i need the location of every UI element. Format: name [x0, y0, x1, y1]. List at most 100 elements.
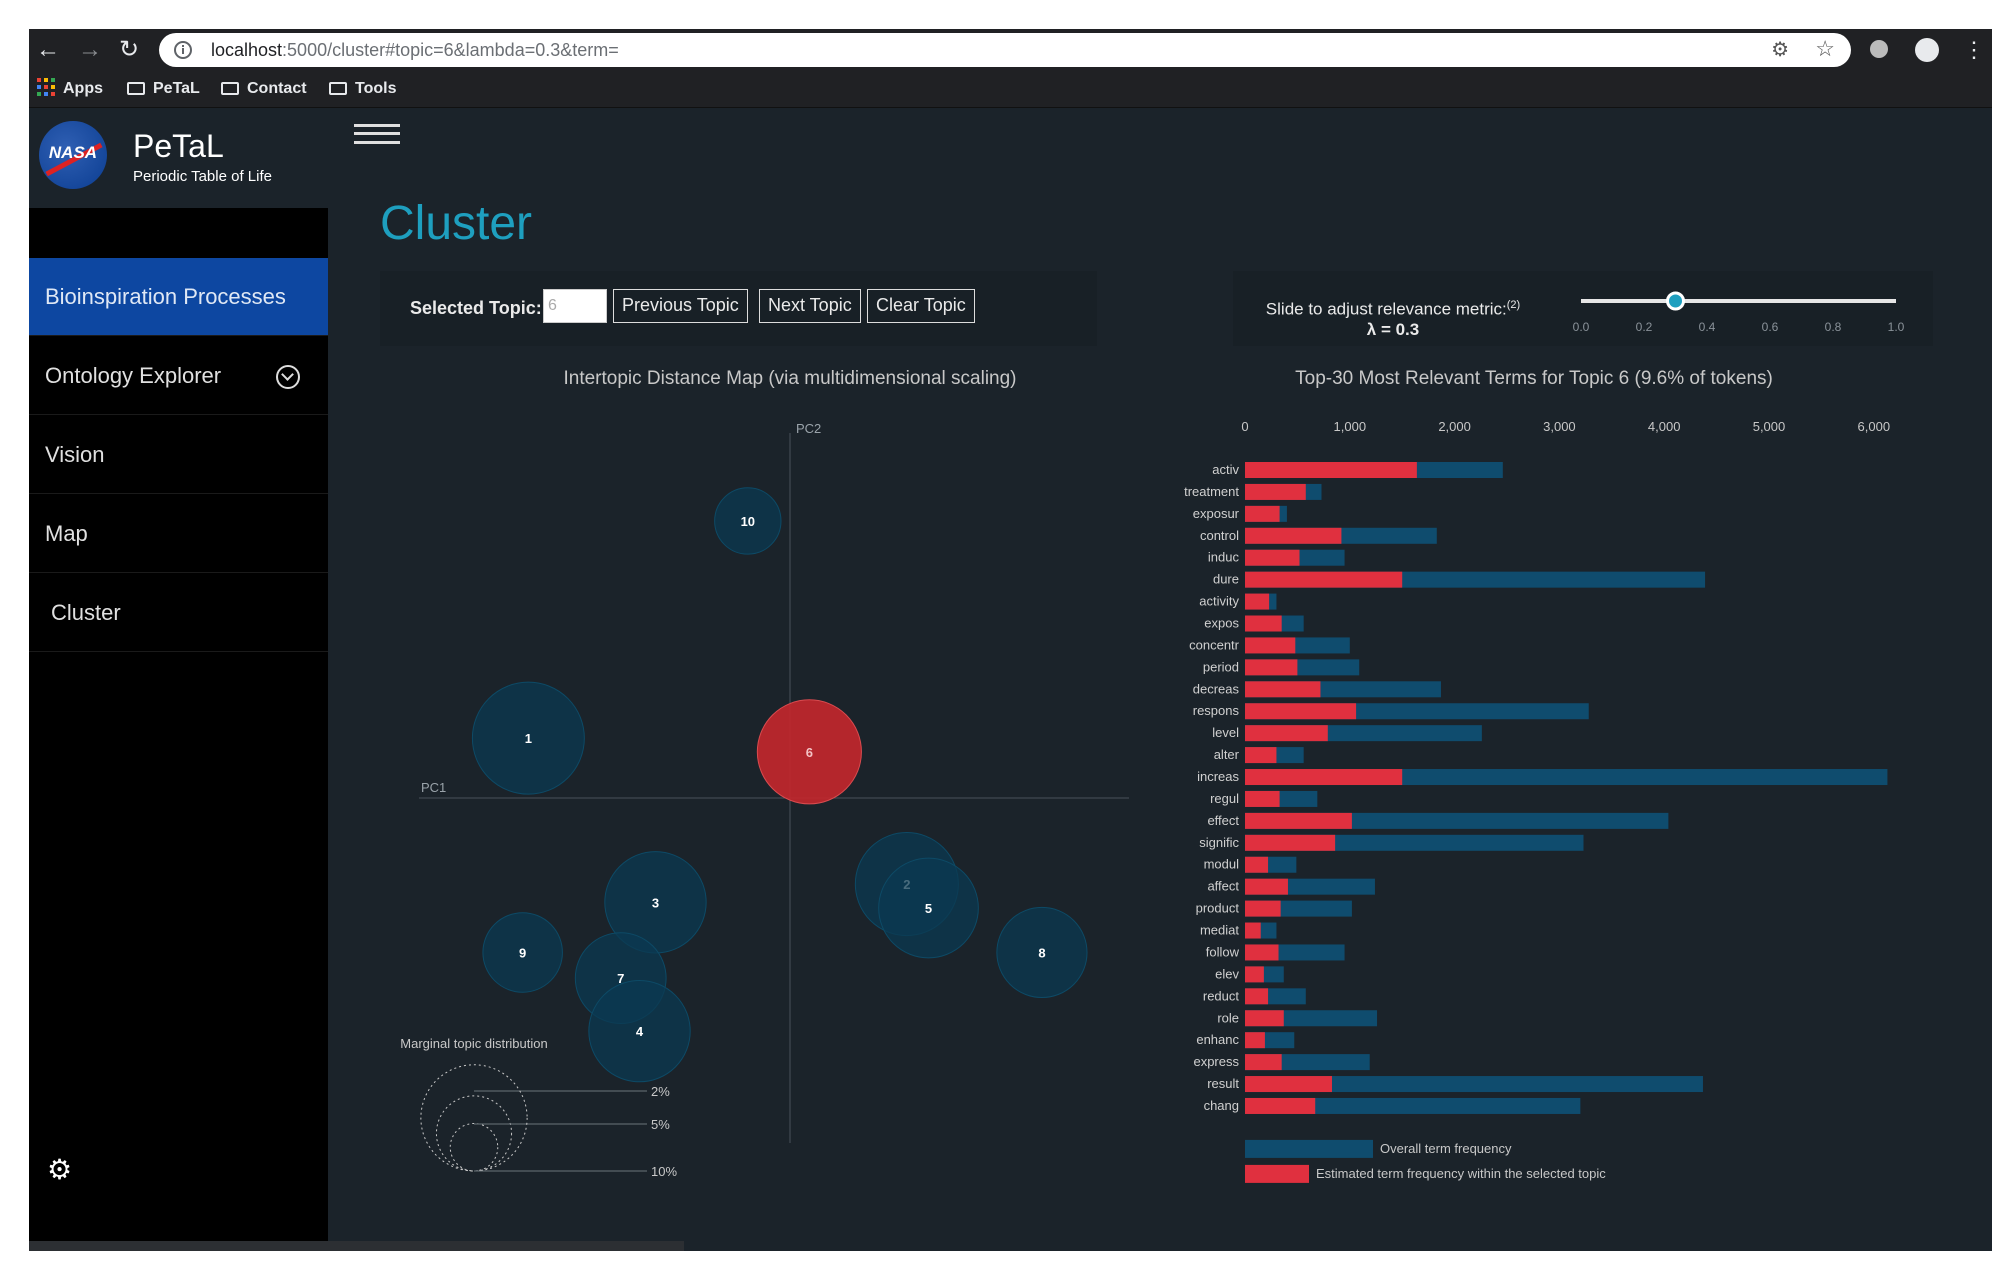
topic-frequency-bar[interactable]	[1245, 769, 1403, 786]
topic-bubble-label: 3	[652, 895, 659, 910]
term-label[interactable]: mediat	[1200, 923, 1239, 938]
translate-icon[interactable]: ⚙	[1771, 39, 1789, 61]
selected-topic-input[interactable]	[543, 289, 607, 323]
bookmark-petal[interactable]: PeTaL	[127, 71, 200, 107]
topic-frequency-bar[interactable]	[1245, 790, 1280, 807]
selected-topic-label: Selected Topic:	[410, 298, 542, 318]
topic-frequency-bar[interactable]	[1245, 462, 1417, 478]
topic-frequency-bar[interactable]	[1245, 659, 1298, 676]
term-label[interactable]: decreas	[1193, 681, 1240, 696]
term-label[interactable]: signific	[1199, 835, 1239, 850]
term-label[interactable]: reduct	[1203, 988, 1240, 1003]
topic-frequency-bar[interactable]	[1245, 1010, 1284, 1027]
term-label[interactable]: increas	[1197, 769, 1239, 784]
topic-frequency-bar[interactable]	[1245, 637, 1296, 654]
forward-icon[interactable]: →	[78, 36, 102, 63]
nav-item-cluster[interactable]: Cluster	[29, 574, 328, 652]
overall-frequency-bar[interactable]	[1245, 1097, 1581, 1114]
term-label[interactable]: affect	[1207, 879, 1239, 894]
term-label[interactable]: elev	[1215, 966, 1239, 981]
topic-frequency-bar[interactable]	[1245, 747, 1277, 764]
nav-item-ontology-explorer[interactable]: Ontology Explorer	[29, 337, 328, 415]
term-label[interactable]: expos	[1204, 616, 1239, 631]
topic-frequency-bar[interactable]	[1245, 944, 1279, 961]
term-label[interactable]: enhanc	[1196, 1032, 1239, 1047]
browser-window: ← → ↻ localhost:5000/cluster#topic=6&lam…	[29, 29, 1992, 1251]
topic-frequency-bar[interactable]	[1245, 856, 1269, 873]
topic-frequency-bar[interactable]	[1245, 900, 1281, 917]
term-label[interactable]: regul	[1210, 791, 1239, 806]
term-label[interactable]: follow	[1206, 944, 1240, 959]
menu-dots-icon[interactable]: ⋮	[1963, 37, 1985, 62]
term-label[interactable]: activity	[1199, 594, 1239, 609]
reload-icon[interactable]: ↻	[118, 36, 140, 63]
topic-bubble-8[interactable]	[996, 906, 1088, 999]
term-label[interactable]: treatment	[1184, 484, 1239, 499]
topic-frequency-bar[interactable]	[1245, 922, 1261, 939]
hamburger-menu-icon[interactable]	[354, 124, 400, 144]
topic-bubble-4[interactable]	[588, 979, 691, 1083]
topic-frequency-bar[interactable]	[1245, 483, 1306, 500]
previous-topic-button[interactable]: Previous Topic	[613, 289, 748, 323]
topic-frequency-bar[interactable]	[1245, 988, 1269, 1005]
term-label[interactable]: product	[1196, 901, 1240, 916]
term-label[interactable]: effect	[1207, 813, 1239, 828]
topic-frequency-bar[interactable]	[1245, 725, 1328, 742]
term-label[interactable]: activ	[1212, 462, 1239, 477]
term-label[interactable]: level	[1212, 725, 1239, 740]
term-label[interactable]: control	[1200, 528, 1239, 543]
topic-frequency-bar[interactable]	[1245, 1032, 1265, 1049]
topic-frequency-bar[interactable]	[1245, 1097, 1316, 1114]
term-label[interactable]: result	[1207, 1076, 1239, 1091]
overall-frequency-bar[interactable]	[1245, 769, 1888, 786]
topic-bubble-6[interactable]	[756, 699, 862, 805]
term-label[interactable]: dure	[1213, 572, 1239, 587]
topic-frequency-bar[interactable]	[1245, 593, 1270, 610]
term-label[interactable]: concentr	[1189, 637, 1240, 652]
topic-frequency-bar[interactable]	[1245, 812, 1352, 829]
topic-frequency-bar[interactable]	[1245, 549, 1300, 566]
overall-frequency-bar[interactable]	[1245, 1076, 1703, 1093]
bookmark-tools[interactable]: Tools	[329, 71, 396, 107]
slider-thumb[interactable]	[1666, 291, 1685, 311]
profile-icon[interactable]	[1915, 38, 1939, 62]
term-label[interactable]: express	[1193, 1054, 1239, 1069]
topic-frequency-bar[interactable]	[1245, 505, 1280, 522]
clear-topic-button[interactable]: Clear Topic	[867, 289, 975, 323]
topic-frequency-bar[interactable]	[1245, 966, 1264, 983]
topic-frequency-bar[interactable]	[1245, 615, 1282, 632]
term-label[interactable]: chang	[1204, 1098, 1239, 1113]
topic-bubble-10[interactable]	[714, 487, 782, 555]
next-topic-button[interactable]: Next Topic	[759, 289, 861, 323]
topic-bubble-5[interactable]	[878, 857, 979, 959]
topic-frequency-bar[interactable]	[1245, 527, 1342, 544]
nav-item-vision[interactable]: Vision	[29, 416, 328, 494]
topic-bubble-1[interactable]	[471, 681, 585, 795]
bookmark-star-icon[interactable]: ☆	[1815, 36, 1835, 61]
bookmark-apps[interactable]: Apps	[37, 71, 103, 107]
legend-size-label: 2%	[651, 1084, 670, 1099]
topic-frequency-bar[interactable]	[1245, 834, 1336, 851]
term-label[interactable]: modul	[1204, 857, 1240, 872]
term-label[interactable]: respons	[1193, 703, 1240, 718]
relevance-slider[interactable]: 0.0 0.2 0.4 0.6 0.8 1.0	[1573, 281, 1913, 341]
topic-frequency-bar[interactable]	[1245, 681, 1321, 698]
term-label[interactable]: period	[1203, 659, 1239, 674]
extension-icon[interactable]	[1870, 40, 1888, 58]
topic-frequency-bar[interactable]	[1245, 571, 1403, 588]
term-label[interactable]: alter	[1214, 747, 1240, 762]
term-label[interactable]: exposur	[1193, 506, 1240, 521]
bookmark-contact[interactable]: Contact	[221, 71, 307, 107]
nav-item-bioinspiration-processes[interactable]: Bioinspiration Processes	[29, 258, 328, 336]
back-icon[interactable]: ←	[36, 36, 60, 63]
term-label[interactable]: role	[1217, 1010, 1239, 1025]
settings-gear-icon[interactable]: ⚙	[47, 1154, 73, 1185]
term-label[interactable]: induc	[1208, 550, 1240, 565]
topic-frequency-bar[interactable]	[1245, 1076, 1332, 1093]
nav-item-map[interactable]: Map	[29, 495, 328, 573]
topic-frequency-bar[interactable]	[1245, 878, 1288, 895]
topic-frequency-bar[interactable]	[1245, 1054, 1282, 1071]
topic-frequency-bar[interactable]	[1245, 703, 1357, 720]
topic-bubble-9[interactable]	[482, 912, 563, 993]
address-bar[interactable]: localhost:5000/cluster#topic=6&lambda=0.…	[159, 33, 1851, 67]
